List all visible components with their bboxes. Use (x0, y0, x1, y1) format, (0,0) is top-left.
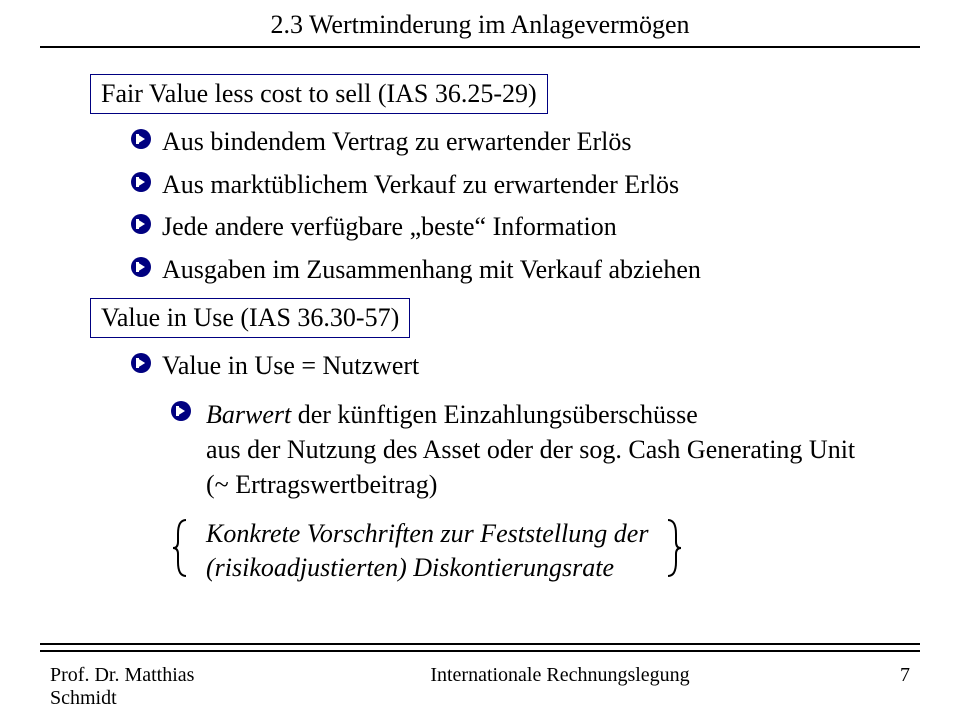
box-value-in-use: Value in Use (IAS 36.30-57) (90, 298, 410, 338)
bullet-text: Aus bindendem Vertrag zu erwartender Erl… (162, 126, 632, 159)
footer-author-line1: Prof. Dr. Matthias (50, 664, 194, 686)
bracket-text: Konkrete Vorschriften zur Feststellung d… (192, 517, 662, 585)
sub-bullet-text: Barwert der künftigen Einzahlungsübersch… (206, 397, 855, 502)
sub-bullet-barwert: Barwert der künftigen Einzahlungsübersch… (170, 397, 870, 502)
bullet-item: Jede andere verfügbare „beste“ Informati… (130, 211, 870, 244)
section-title: 2.3 Wertminderung im Anlagevermögen (0, 0, 960, 40)
arrow-icon (130, 171, 152, 193)
arrow-icon (130, 256, 152, 278)
bracket-note: Konkrete Vorschriften zur Feststellung d… (170, 516, 870, 587)
footer-author-line2: Schmidt (50, 687, 117, 709)
bullet-value-in-use-nutzwert: Value in Use = Nutzwert (130, 350, 870, 383)
bracket-line1: Konkrete Vorschriften zur Feststellung d… (206, 519, 648, 548)
bracket-line2: (risikoadjustierten) Diskontierungsrate (206, 553, 614, 582)
bullet-item: Aus bindendem Vertrag zu erwartender Erl… (130, 126, 870, 159)
cup-bracket-right-icon (662, 516, 684, 587)
footer-page-number: 7 (850, 664, 910, 687)
bullet-text: Ausgaben im Zusammenhang mit Verkauf abz… (162, 254, 701, 287)
arrow-icon (130, 352, 152, 374)
sub-bullet-block: Barwert der künftigen Einzahlungsübersch… (170, 397, 870, 587)
arrow-icon (130, 128, 152, 150)
footer-author: Prof. Dr. Matthias Schmidt (50, 664, 270, 710)
arrow-icon (130, 213, 152, 235)
footer-title: Internationale Rechnungslegung (270, 664, 850, 687)
footer: Prof. Dr. Matthias Schmidt International… (50, 664, 910, 710)
bullet-item: Ausgaben im Zusammenhang mit Verkauf abz… (130, 254, 870, 287)
bullet-list-1: Aus bindendem Vertrag zu erwartender Erl… (90, 126, 870, 286)
footer-rules (40, 643, 920, 652)
bullet-item: Aus marktüblichem Verkauf zu erwartender… (130, 169, 870, 202)
bullet-text: Aus marktüblichem Verkauf zu erwartender… (162, 169, 679, 202)
bullet-text: Jede andere verfügbare „beste“ Informati… (162, 211, 617, 244)
arrow-icon (170, 400, 192, 422)
box-fair-value: Fair Value less cost to sell (IAS 36.25-… (90, 74, 548, 114)
cup-bracket-left-icon (170, 516, 192, 587)
content-area: Fair Value less cost to sell (IAS 36.25-… (0, 48, 960, 587)
slide: 2.3 Wertminderung im Anlagevermögen Fair… (0, 0, 960, 728)
bullet-text: Value in Use = Nutzwert (162, 350, 419, 383)
